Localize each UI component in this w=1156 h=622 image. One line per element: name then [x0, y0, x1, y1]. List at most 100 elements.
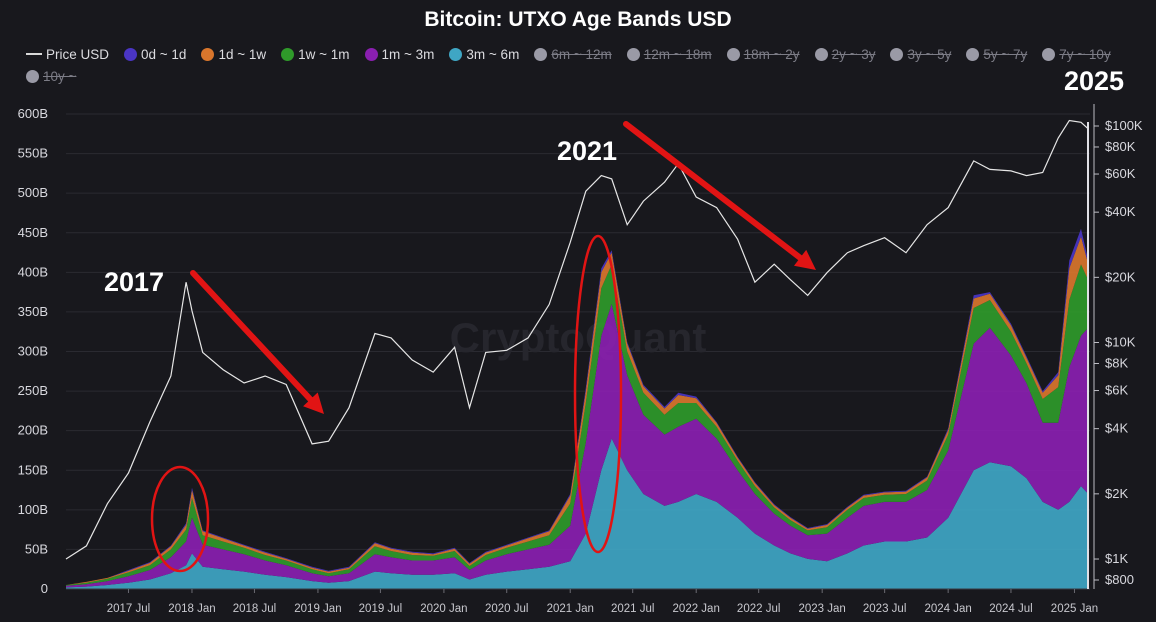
legend-swatch [449, 48, 463, 61]
y-right-tick-label: $8K [1105, 355, 1128, 370]
x-tick-label: 2023 Jul [863, 603, 906, 615]
legend-swatch [26, 70, 39, 83]
legend-label: 10y ~ [43, 69, 77, 84]
y-right-tick-label: $10K [1105, 335, 1136, 350]
left-axis: 0 50B 100B 150B 200B 250B 300B 350B 400B 450B 500B… [18, 106, 48, 596]
y-right-tick-label: $20K [1105, 269, 1136, 284]
trend-arrow-2 [623, 121, 807, 264]
legend-label: 3y ~ 5y [907, 47, 952, 62]
area-1d-1w [66, 236, 1089, 585]
y-left-tick-label: 250B [18, 383, 48, 398]
legend-swatch [281, 48, 295, 61]
legend-swatch [890, 48, 904, 61]
legend-label: 0d ~ 1d [141, 47, 187, 62]
price-usd-line [65, 119, 1089, 560]
x-tick-label: 2022 Jul [737, 603, 780, 615]
trend-arrow-1 [190, 270, 317, 406]
legend-label: 7y ~ 10y [1059, 47, 1111, 62]
x-tick-label: 2024 Jul [989, 603, 1032, 615]
x-tick-label: 2019 Jan [294, 603, 341, 615]
x-axis: 2017 Jul 2018 Jan 2018 Jul 2019 Jan 2019 Jul… [66, 588, 1098, 615]
legend-swatch [201, 48, 215, 61]
legend-label: 1m ~ 3m [381, 47, 435, 62]
area-3m-6m [66, 438, 1089, 589]
y-right-tick-label: $40K [1105, 204, 1136, 219]
legend-label: Price USD [46, 47, 110, 62]
legend-swatch [1042, 48, 1056, 61]
legend-swatch [26, 53, 42, 55]
legend-label: 3m ~ 6m [466, 47, 520, 62]
x-tick-label: 2020 Jan [420, 603, 467, 615]
y-left-tick-label: 500B [18, 185, 48, 200]
year-label-2017: 2017 [104, 267, 164, 297]
legend-item-1w-1m[interactable]: 1w ~ 1m [281, 44, 350, 66]
trend-arrow-head-1 [303, 392, 324, 414]
y-right-tick-label: $60K [1105, 166, 1136, 181]
right-axis: $800 $1K $2K $4K $6K $8K $10K $20K $40K $60K $80K $… [1093, 104, 1143, 589]
legend-item-6m-12m[interactable]: 6m ~ 12m [534, 44, 612, 66]
legend-item-3y-5y[interactable]: 3y ~ 5y [890, 44, 951, 66]
year-label-2021: 2021 [557, 136, 617, 166]
y-left-tick-label: 150B [18, 462, 48, 477]
y-left-tick-label: 300B [18, 344, 48, 359]
highlight-ellipse-1 [150, 465, 210, 573]
legend-label: 5y ~ 7y [983, 47, 1028, 62]
legend-swatch [814, 48, 828, 61]
y-right-tick-label: $100K [1105, 118, 1143, 133]
y-left-tick-label: 50B [25, 541, 48, 556]
x-tick-label: 2025 Jan [1051, 603, 1098, 615]
legend-swatch [364, 48, 378, 61]
y-left-tick-label: 350B [18, 304, 48, 319]
x-tick-label: 2021 Jul [611, 603, 654, 615]
y-right-tick-label: $6K [1105, 383, 1128, 398]
y-left-tick-label: 200B [18, 423, 48, 438]
highlight-ellipse-2 [573, 234, 623, 554]
legend-label: 12m ~ 18m [643, 47, 712, 62]
legend-item-5y-7y[interactable]: 5y ~ 7y [966, 44, 1027, 66]
y-right-tick-label: $1K [1105, 551, 1128, 566]
y-right-tick-label: $4K [1105, 421, 1128, 436]
y-right-tick-label: $80K [1105, 139, 1136, 154]
legend-item-3m-6m[interactable]: 3m ~ 6m [449, 44, 519, 66]
legend-swatch [966, 48, 980, 61]
x-tick-label: 2019 Jul [359, 603, 402, 615]
x-tick-label: 2023 Jan [799, 603, 846, 615]
chart-title: Bitcoin: UTXO Age Bands USD [424, 8, 732, 31]
legend-item-1d-1w[interactable]: 1d ~ 1w [201, 44, 266, 66]
legend-item-12m-18m[interactable]: 12m ~ 18m [626, 44, 712, 66]
legend-label: 2y ~ 3y [831, 47, 876, 62]
y-left-tick-label: 550B [18, 146, 48, 161]
chart-legend: Price USD 0d ~ 1d 1d ~ 1w 1w ~ 1m 1m ~ 3m 3m … [26, 44, 1156, 88]
annotations: 2017 2021 2025 [104, 66, 1124, 589]
price-series [65, 119, 1089, 560]
legend-label: 6m ~ 12m [551, 47, 612, 62]
x-tick-label: 2017 Jul [107, 603, 150, 615]
y-left-tick-label: 100B [18, 502, 48, 517]
legend-item-2y-3y[interactable]: 2y ~ 3y [814, 44, 876, 66]
legend-item-18m-2y[interactable]: 18m ~ 2y [726, 44, 800, 66]
x-tick-label: 2024 Jan [924, 603, 971, 615]
legend-item-0d-1d[interactable]: 0d ~ 1d [124, 44, 186, 66]
legend-swatch [124, 48, 138, 61]
legend-item-1m-3m[interactable]: 1m ~ 3m [364, 44, 435, 66]
legend-label: 18m ~ 2y [743, 47, 800, 62]
legend-item-7y-10y[interactable]: 7y ~ 10y [1042, 44, 1111, 66]
legend-swatch [626, 48, 640, 61]
legend-item-10y[interactable]: 10y ~ [26, 66, 76, 88]
area-1w-1m [66, 264, 1089, 586]
legend-swatch [534, 48, 548, 61]
y-right-tick-label: $800 [1105, 572, 1134, 587]
legend-label: 1d ~ 1w [218, 47, 267, 62]
x-tick-label: 2021 Jan [547, 603, 594, 615]
x-tick-label: 2018 Jan [168, 603, 215, 615]
legend-label: 1w ~ 1m [298, 47, 350, 62]
y-left-tick-label: 400B [18, 264, 48, 279]
legend-swatch [726, 48, 740, 61]
trend-arrow-head-2 [794, 249, 816, 270]
area-1m-3m [66, 304, 1089, 588]
x-tick-label: 2022 Jan [673, 603, 720, 615]
legend-item-price-usd[interactable]: Price USD [26, 44, 109, 66]
x-tick-label: 2018 Jul [233, 603, 276, 615]
y-left-tick-label: 600B [18, 106, 48, 121]
